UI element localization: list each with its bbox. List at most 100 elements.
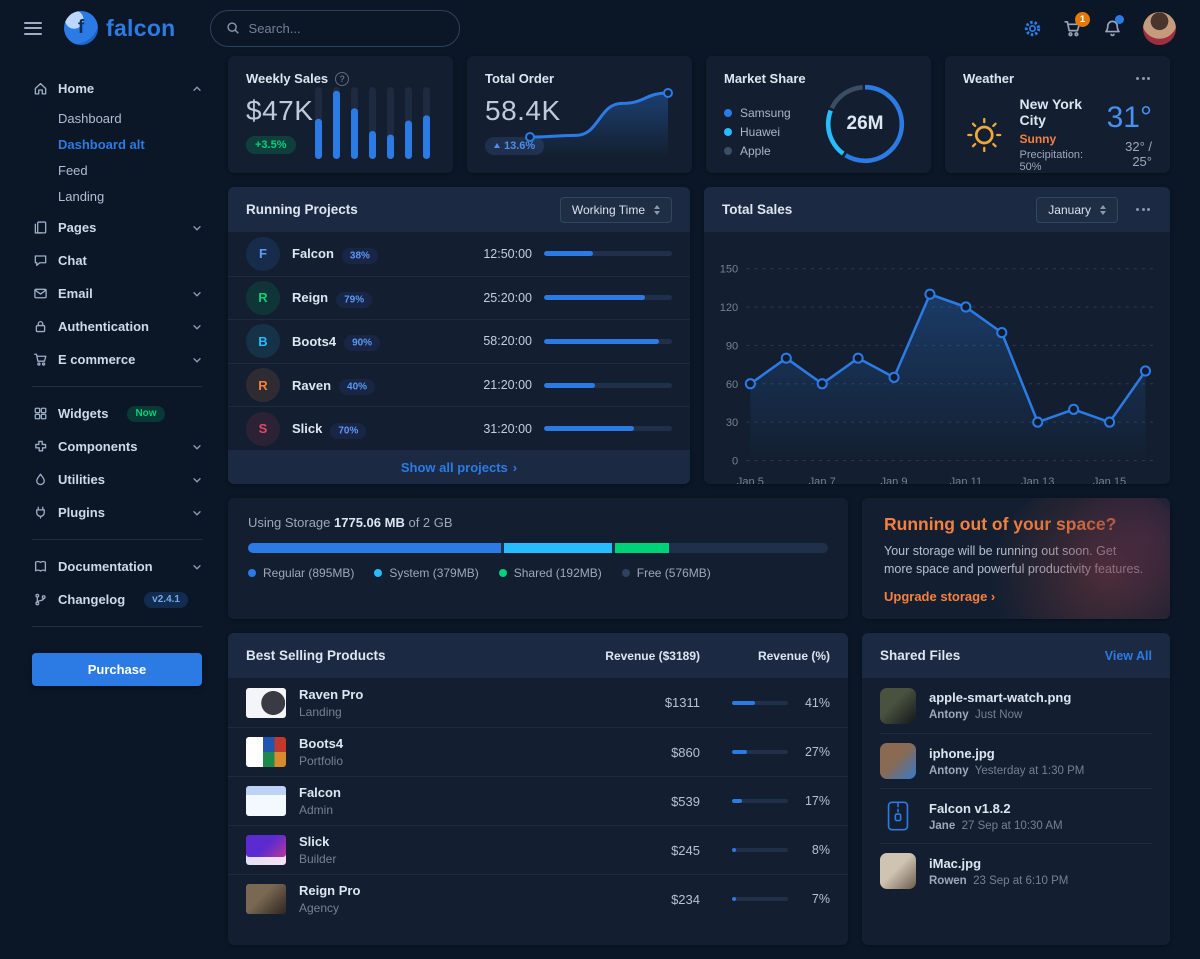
sidebar-item-widgets[interactable]: Widgets Now <box>32 397 202 430</box>
file-thumbnail <box>880 687 916 724</box>
sidebar-divider <box>32 539 202 540</box>
sidebar-item-email[interactable]: Email <box>32 277 202 310</box>
chevron-down-icon <box>192 223 202 233</box>
sidebar-item-documentation[interactable]: Documentation <box>32 550 202 583</box>
svg-text:Jan 15: Jan 15 <box>1093 476 1126 484</box>
weather-range: 32° / 25° <box>1125 138 1152 169</box>
info-icon[interactable] <box>335 71 350 86</box>
file-name: iphone.jpg <box>929 745 995 761</box>
cart-icon[interactable]: 1 <box>1063 11 1090 38</box>
total-order-value: 58.4K <box>485 95 561 126</box>
product-name: Falcon <box>299 785 341 800</box>
show-all-projects-link[interactable]: Show all projects <box>228 450 690 484</box>
chevron-down-icon <box>192 508 202 518</box>
product-row[interactable]: Reign Pro Agency $234 7% <box>228 874 848 923</box>
svg-text:Jan 13: Jan 13 <box>1021 476 1054 484</box>
best-selling-title: Best Selling Products <box>246 648 386 663</box>
sidebar-item-label: Email <box>58 286 93 301</box>
svg-text:Jan 7: Jan 7 <box>809 476 836 484</box>
view-all-link[interactable]: View All <box>1104 648 1152 663</box>
email-icon <box>32 286 48 301</box>
product-thumbnail <box>246 884 286 914</box>
product-row[interactable]: Raven Pro Landing $1311 41% <box>228 678 848 727</box>
project-row[interactable]: S Slick 70% 31:20:00 <box>228 406 690 450</box>
chevron-down-icon <box>192 442 202 452</box>
svg-text:Jan 9: Jan 9 <box>880 476 907 484</box>
zip-file-icon <box>880 798 916 834</box>
product-row[interactable]: Boots4 Portfolio $860 27% <box>228 727 848 776</box>
month-select[interactable]: January <box>1036 196 1118 223</box>
revenue-progress-bar <box>732 848 788 852</box>
weather-menu-icon[interactable] <box>1134 73 1152 84</box>
sidebar-subitem-landing[interactable]: Landing <box>58 188 105 204</box>
settings-gear-icon[interactable] <box>1023 19 1042 38</box>
user-avatar[interactable] <box>1143 11 1176 45</box>
lock-icon <box>32 319 48 334</box>
storage-card: Using Storage 1775.06 MB of 2 GB Regular… <box>228 498 848 619</box>
widgets-icon <box>32 406 48 421</box>
sidebar-subitem-feed[interactable]: Feed <box>58 162 88 178</box>
market-share-title: Market Share <box>724 71 806 86</box>
revenue-progress-bar <box>732 750 788 754</box>
project-percent-badge: 79% <box>336 291 373 308</box>
search-box[interactable] <box>209 9 460 47</box>
total-sales-panel: Total Sales January 0 30 60 90 120 150 Jan 5 Ja… <box>704 187 1170 484</box>
sidebar-subitem-dashboard[interactable]: Dashboard <box>58 110 122 126</box>
product-category: Landing <box>299 704 342 719</box>
sidebar-item-changelog[interactable]: Changelog v2.4.1 <box>32 583 202 616</box>
storage-total: of 2 GB <box>408 515 453 530</box>
sidebar-item-e-commerce[interactable]: E commerce <box>32 343 202 376</box>
file-meta: Antony Yesterday at 1:30 PM <box>929 764 1085 777</box>
sidebar-item-plugins[interactable]: Plugins <box>32 496 202 529</box>
sidebar-subitem-dashboard-alt[interactable]: Dashboard alt <box>58 136 145 152</box>
sidebar-item-authentication[interactable]: Authentication <box>32 310 202 343</box>
sidebar-item-chat[interactable]: Chat <box>32 244 202 277</box>
product-row[interactable]: Falcon Admin $539 17% <box>228 776 848 825</box>
storage-segment <box>504 543 612 553</box>
file-row[interactable]: iphone.jpg Antony Yesterday at 1:30 PM <box>880 733 1152 788</box>
upgrade-storage-link[interactable]: Upgrade storage <box>884 589 1148 604</box>
revenue-progress-bar <box>732 700 788 705</box>
file-row[interactable]: iMac.jpg Rowen 23 Sep at 6:10 PM <box>880 843 1152 898</box>
select-arrows-icon <box>654 204 660 215</box>
search-input[interactable] <box>248 20 444 36</box>
sidebar-item-components[interactable]: Components <box>32 430 202 463</box>
product-name: Boots4 <box>299 736 344 751</box>
working-time-select[interactable]: Working Time <box>559 196 672 223</box>
total-sales-menu-icon[interactable] <box>1134 204 1152 215</box>
weather-card: Weather New York City Sunny Precipitatio… <box>945 56 1170 173</box>
shared-files-title: Shared Files <box>880 648 961 663</box>
project-row[interactable]: B Boots4 90% 58:20:00 <box>228 319 690 363</box>
file-row[interactable]: apple-smart-watch.png Antony Just Now <box>880 678 1152 733</box>
market-share-legend: Samsung Huawei Apple <box>724 104 791 161</box>
weekly-sales-badge: +3.5% <box>246 136 296 154</box>
sidebar-item-utilities[interactable]: Utilities <box>32 463 202 496</box>
product-row[interactable]: Slick Builder $245 8% <box>228 825 848 874</box>
sidebar-item-label: Authentication <box>58 319 149 334</box>
brand-logo[interactable]: f falcon <box>64 11 176 45</box>
purchase-button[interactable]: Purchase <box>32 653 202 686</box>
project-row[interactable]: F Falcon 38% 12:50:00 <box>228 232 690 276</box>
project-row[interactable]: R Raven 40% 21:20:00 <box>228 362 690 407</box>
product-category: Builder <box>299 852 337 866</box>
project-avatar: B <box>246 324 280 359</box>
project-row[interactable]: R Reign 79% 25:20:00 <box>228 275 690 320</box>
project-name: Reign <box>292 290 329 306</box>
sidebar-item-pages[interactable]: Pages <box>32 211 202 244</box>
running-projects-title: Running Projects <box>246 202 358 217</box>
product-percent: 27% <box>804 745 830 759</box>
project-time: 12:50:00 <box>483 246 532 261</box>
product-price: $539 <box>671 793 700 809</box>
product-price: $860 <box>671 744 700 760</box>
product-price: $245 <box>671 842 700 858</box>
sidebar-item-home[interactable]: Home <box>32 72 202 105</box>
notifications-bell-icon[interactable] <box>1103 14 1124 38</box>
hamburger-menu-icon[interactable] <box>20 18 46 39</box>
file-row[interactable]: Falcon v1.8.2 Jane 27 Sep at 10:30 AM <box>880 788 1152 843</box>
promo-title: Running out of your space? <box>884 514 1117 534</box>
weather-condition: Sunny <box>1019 132 1057 146</box>
cart-icon <box>32 352 48 367</box>
weather-title: Weather <box>963 71 1015 86</box>
legend-item: Samsung <box>724 104 791 123</box>
product-thumbnail <box>246 687 286 718</box>
